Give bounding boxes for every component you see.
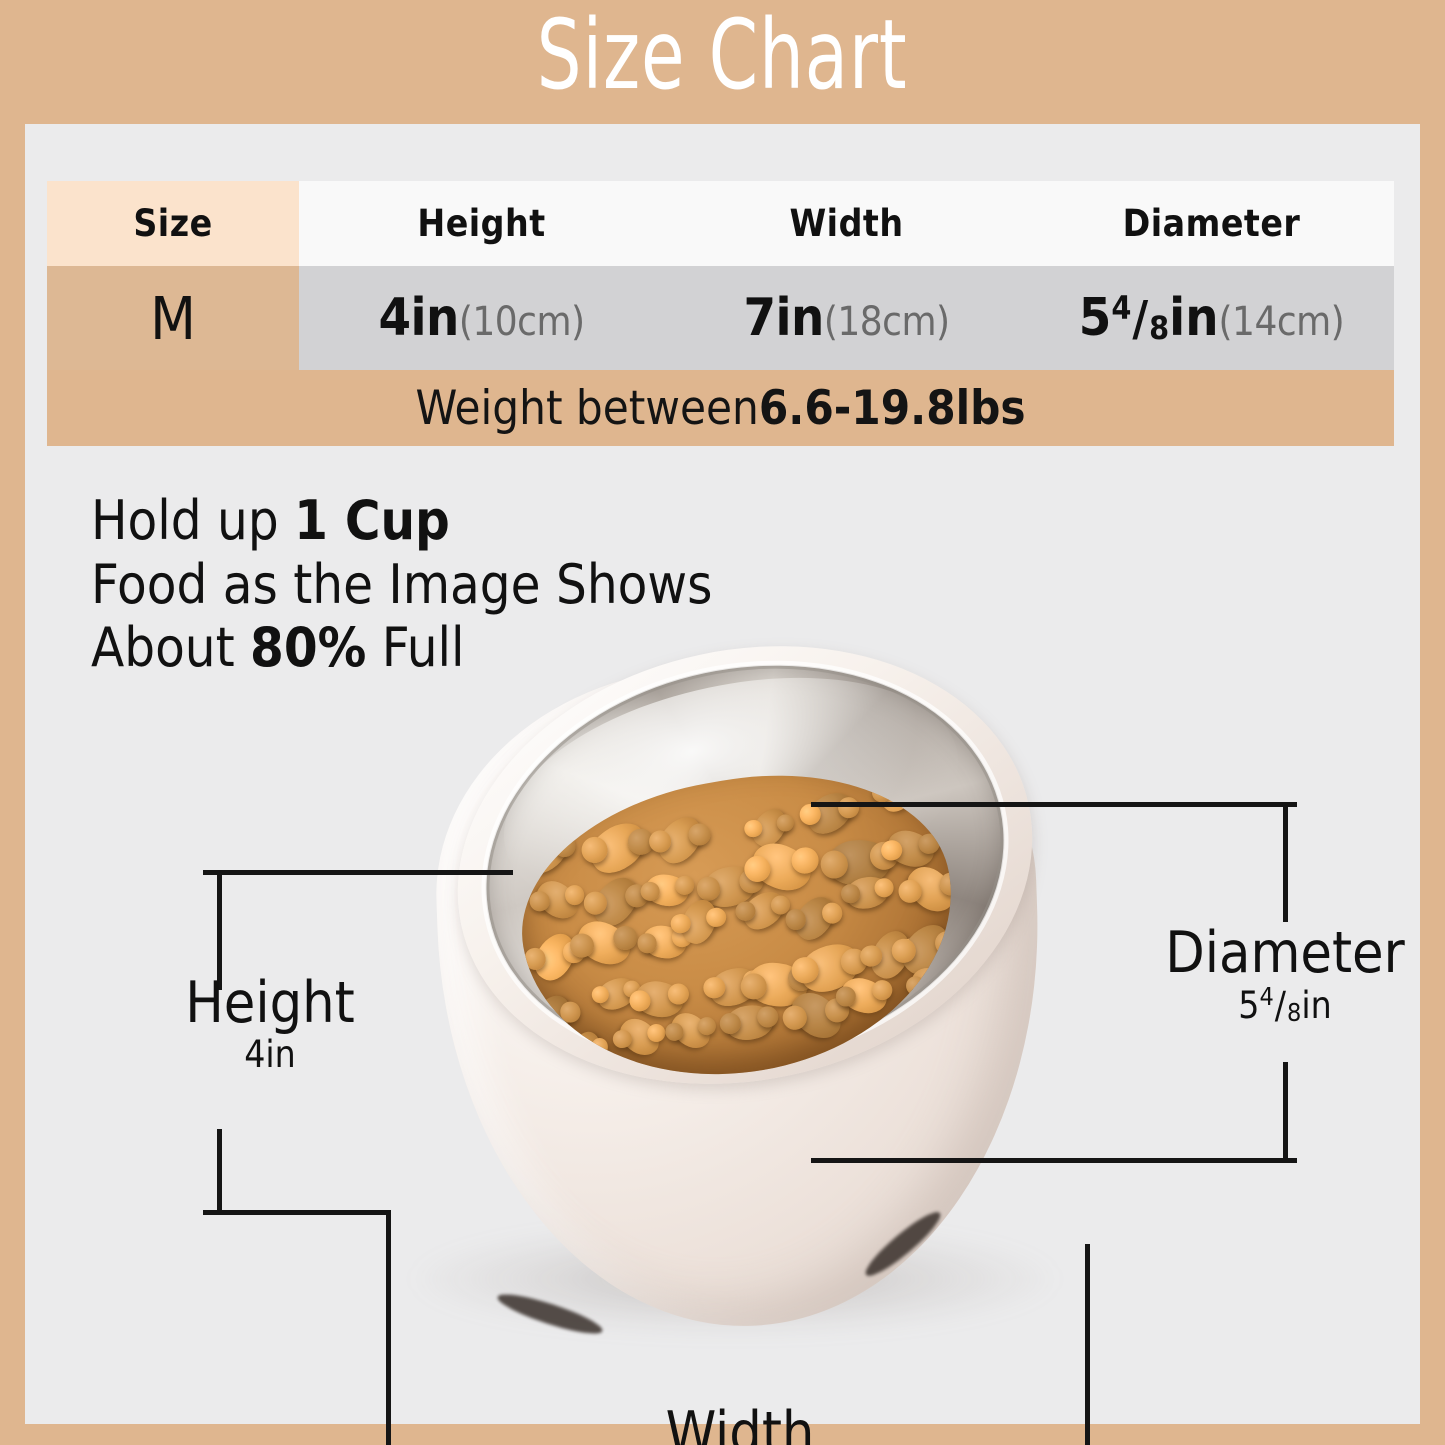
height-line-top — [203, 870, 513, 875]
diameter-line-vertical-lower — [1283, 1062, 1288, 1162]
diameter-callout-fraction: 5 4/8 in — [1238, 981, 1332, 1028]
weight-value: 6.6-19.8lbs — [758, 380, 1026, 436]
diameter-callout-label: Diameter 5 4/8 in — [1135, 920, 1435, 1028]
weight-range-bar: Weight between 6.6-19.8lbs — [47, 370, 1394, 446]
title-band: Size Chart — [0, 0, 1445, 124]
height-main: 4in — [378, 288, 459, 348]
diameter-line-vertical-upper — [1283, 802, 1288, 922]
height-sub: (10cm) — [458, 299, 585, 345]
height-line-bottom — [203, 1210, 391, 1215]
description-line-2: Food as the Image Shows — [91, 552, 713, 616]
header-cell-height: Height — [299, 181, 664, 266]
diameter-callout-unit: in — [1301, 983, 1332, 1027]
product-photo-tilted-pet-bowl — [355, 594, 1115, 1384]
weight-prefix-label: Weight between — [415, 380, 759, 436]
header-cell-size: Size — [47, 181, 299, 266]
page-title: Size Chart — [537, 0, 908, 111]
width-sub: (18cm) — [823, 299, 950, 345]
cell-diameter-value: 5 4/8 in (14cm) — [1029, 266, 1394, 370]
height-callout-value: 4in — [244, 1032, 296, 1076]
diameter-callout-value: 5 4/8 in — [1135, 981, 1435, 1028]
size-table: Size Height Width Diameter M 4in (10cm) 7… — [47, 181, 1394, 370]
diameter-denominator: 8 — [1149, 309, 1170, 347]
table-header-row: Size Height Width Diameter — [47, 181, 1394, 266]
diameter-callout-numerator: 4 — [1259, 981, 1274, 1011]
desc1-prefix: Hold up — [91, 489, 295, 552]
diameter-unit: in — [1169, 288, 1219, 348]
description-block: Hold up 1 Cup Food as the Image Shows Ab… — [91, 489, 712, 680]
table-data-row: M 4in (10cm) 7in (18cm) 5 4/8 in (14cm) — [47, 266, 1394, 370]
header-cell-width: Width — [664, 181, 1029, 266]
width-main: 7in — [743, 288, 824, 348]
height-to-width-connector — [386, 1210, 391, 1445]
description-line-1: Hold up 1 Cup — [91, 489, 712, 553]
diameter-line-bottom — [811, 1158, 1297, 1163]
height-callout-title: Height — [185, 970, 355, 1036]
width-callout-title: Width — [665, 1400, 815, 1445]
diameter-callout-whole: 5 — [1238, 983, 1260, 1027]
cell-height-value: 4in (10cm) — [299, 266, 664, 370]
diameter-callout-denominator: 8 — [1287, 997, 1302, 1027]
width-tick-left — [386, 1390, 391, 1445]
diameter-whole: 5 — [1078, 288, 1112, 348]
diameter-slash: / — [1132, 291, 1149, 347]
height-line-vertical-lower — [217, 1129, 222, 1215]
diameter-fraction: 5 4/8 in — [1079, 288, 1219, 348]
cell-size-value: M — [47, 266, 299, 370]
content-panel: Size Height Width Diameter M 4in (10cm) 7… — [25, 124, 1420, 1445]
diameter-sub: (14cm) — [1218, 299, 1345, 345]
desc3-emphasis: 80% — [250, 616, 367, 680]
diameter-callout-title: Diameter — [1165, 920, 1405, 986]
header-cell-diameter: Diameter — [1029, 181, 1394, 266]
cell-width-value: 7in (18cm) — [664, 266, 1029, 370]
diameter-line-top — [811, 802, 1297, 807]
height-line-vertical-upper — [217, 870, 222, 990]
diameter-callout-slash: / — [1274, 983, 1287, 1027]
width-tick-right — [1085, 1244, 1090, 1445]
desc3-suffix: Full — [366, 616, 465, 680]
desc1-emphasis: 1 Cup — [294, 489, 450, 552]
height-callout-label: Height 4in — [135, 970, 405, 1076]
desc3-prefix: About — [91, 616, 251, 680]
width-callout-label: Width 7in — [585, 1400, 895, 1445]
diameter-numerator: 4 — [1111, 289, 1132, 327]
description-line-3: About 80% Full — [91, 616, 712, 680]
